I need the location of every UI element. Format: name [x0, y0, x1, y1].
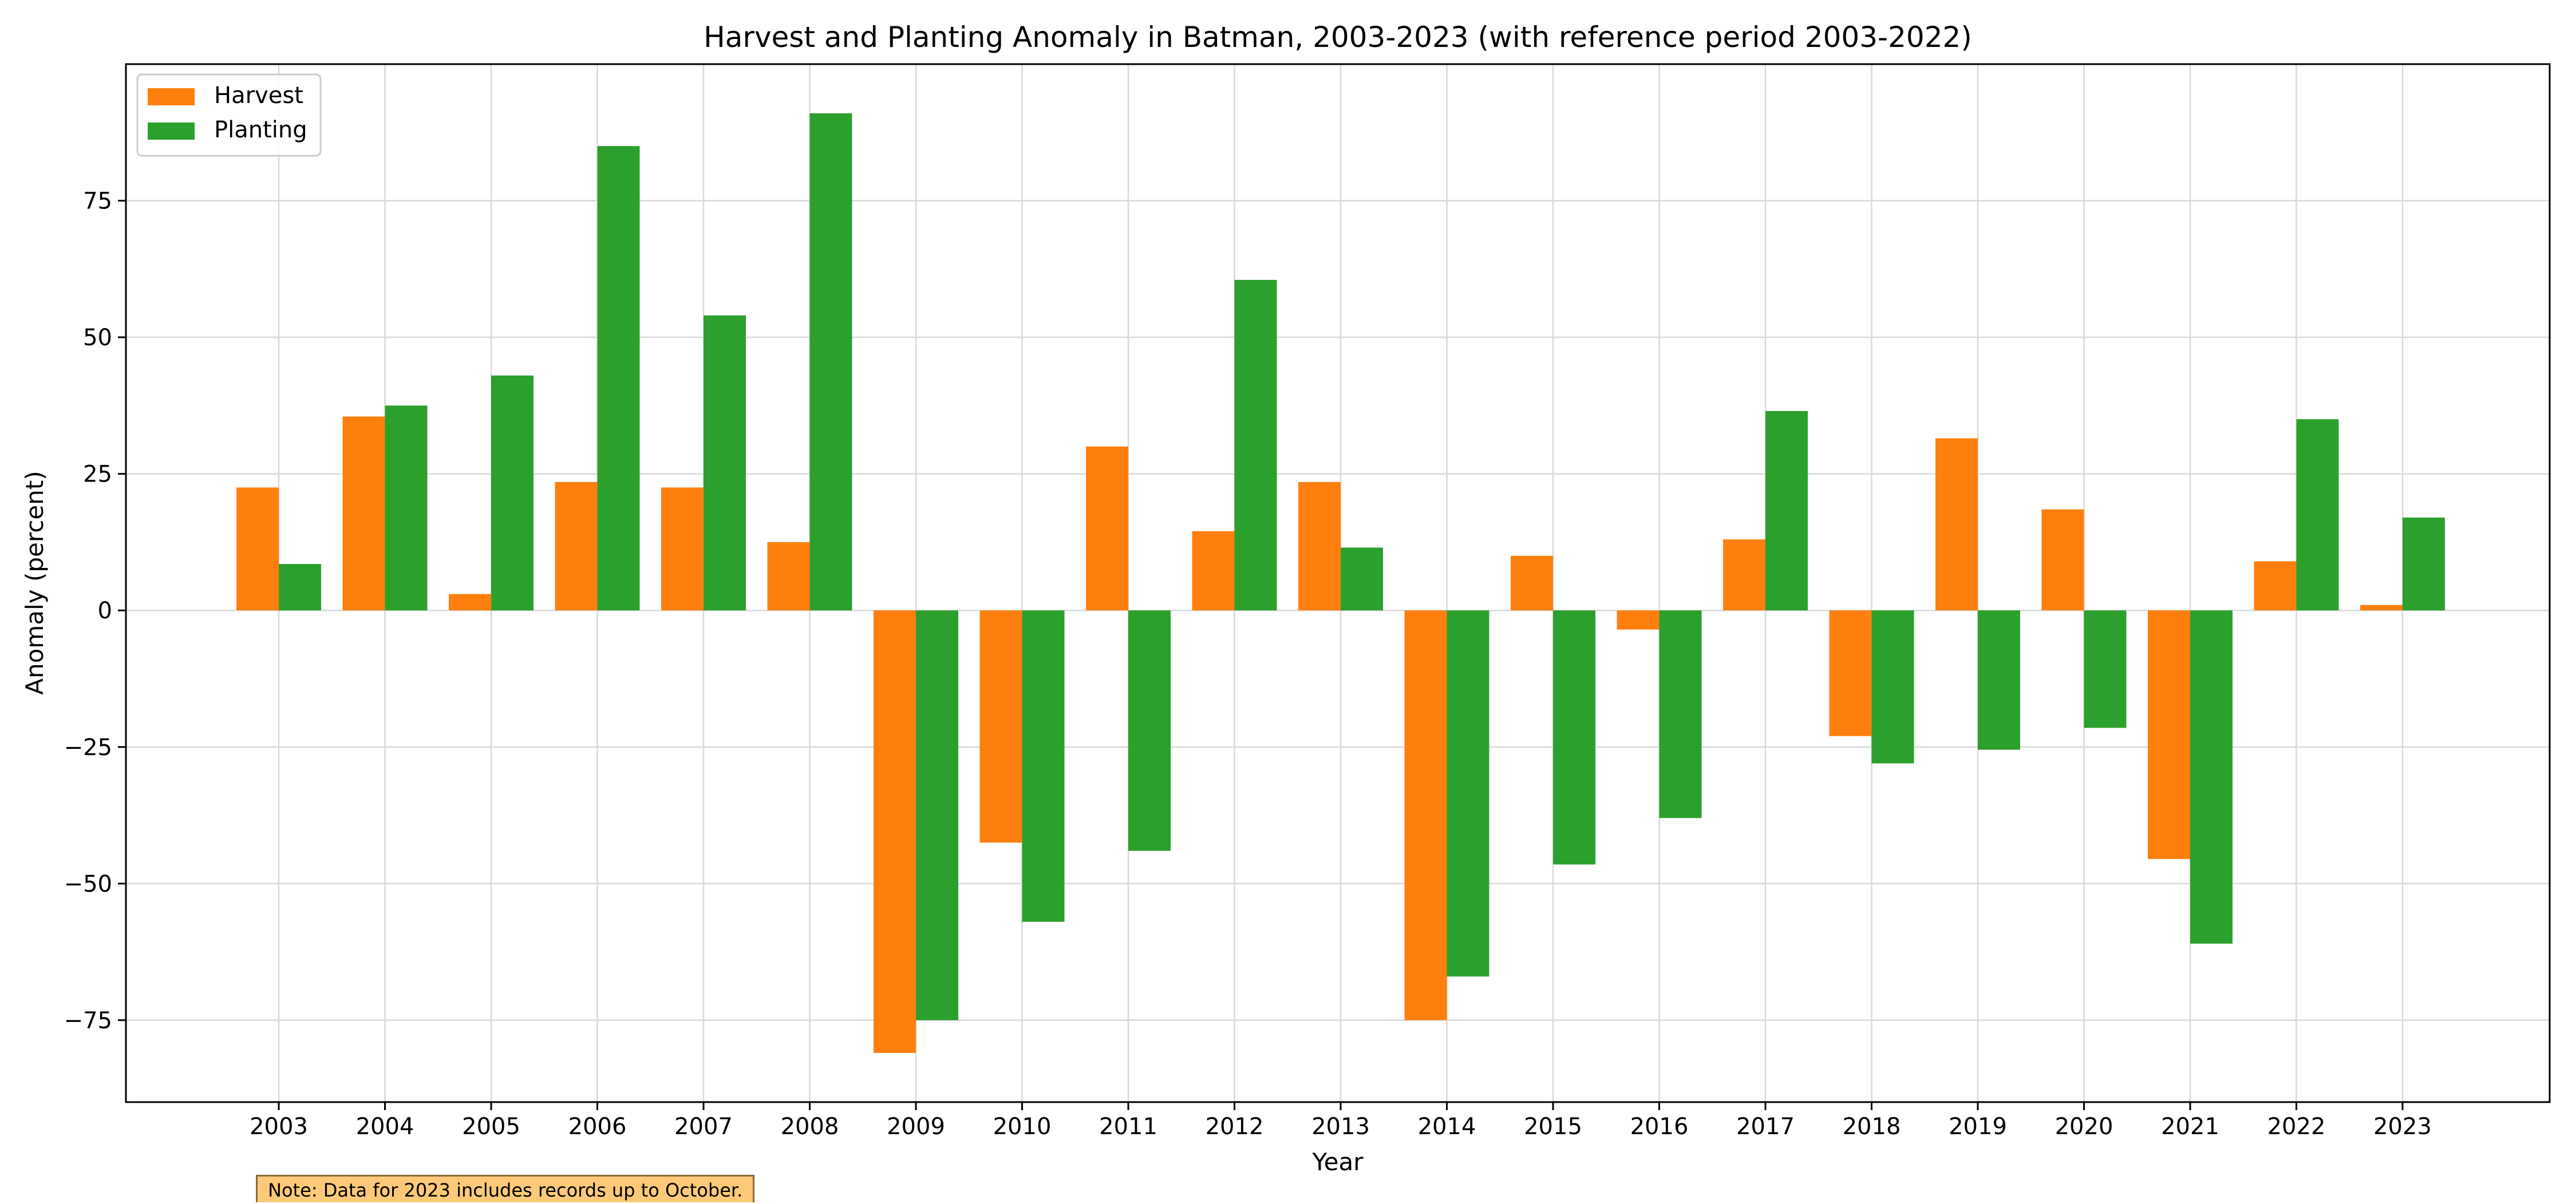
bar-planting-2017	[1765, 410, 1808, 611]
bar-harvest-2005	[449, 594, 491, 611]
x-tick-label: 2007	[674, 1114, 733, 1140]
bar-planting-2006	[597, 146, 640, 611]
x-tick-label: 2010	[993, 1114, 1052, 1140]
bar-planting-2010	[1022, 610, 1065, 922]
bar-harvest-2014	[1404, 610, 1447, 1020]
bar-harvest-2004	[342, 416, 385, 611]
bar-harvest-2023	[2360, 605, 2403, 611]
x-tick-label: 2012	[1206, 1114, 1264, 1140]
legend-label-planting: Planting	[214, 117, 307, 143]
x-tick-label: 2018	[1843, 1114, 1901, 1140]
bar-planting-2022	[2296, 419, 2339, 611]
y-tick-label: 25	[83, 461, 112, 488]
bar-harvest-2006	[555, 481, 598, 611]
bar-harvest-2003	[236, 487, 279, 611]
x-tick-label: 2015	[1524, 1114, 1582, 1140]
x-tick-label: 2023	[2373, 1114, 2432, 1140]
x-tick-label: 2020	[2055, 1114, 2113, 1140]
x-tick-label: 2005	[462, 1114, 520, 1140]
bar-planting-2016	[1659, 610, 1702, 818]
y-axis-label: Anomaly (percent)	[21, 471, 49, 694]
bar-harvest-2019	[1935, 438, 1978, 611]
y-tick-label: −50	[64, 871, 112, 897]
plot-area-frame	[125, 63, 2551, 1103]
bar-harvest-2008	[767, 542, 810, 611]
x-tick-label: 2004	[356, 1114, 414, 1140]
bar-harvest-2012	[1192, 531, 1235, 611]
x-tick-label: 2013	[1311, 1114, 1370, 1140]
bar-harvest-2016	[1617, 610, 1660, 630]
x-tick-label: 2022	[2267, 1114, 2326, 1140]
bar-planting-2020	[2084, 610, 2127, 728]
x-tick-label: 2021	[2161, 1114, 2219, 1140]
bar-planting-2003	[279, 564, 321, 611]
bar-harvest-2020	[2041, 509, 2084, 611]
x-tick-label: 2017	[1736, 1114, 1795, 1140]
bar-planting-2007	[704, 315, 746, 611]
legend-label-harvest: Harvest	[214, 82, 303, 109]
bar-planting-2018	[1871, 610, 1914, 764]
bar-planting-2004	[385, 405, 428, 611]
bar-planting-2019	[1978, 610, 2020, 750]
x-axis: 2003 2004 2005 2006 2007 2008 2009 2010 2011 2012…	[250, 1102, 2432, 1140]
x-tick-label: 2009	[887, 1114, 945, 1140]
bar-planting-2015	[1553, 610, 1595, 864]
legend: Harvest Planting	[136, 73, 322, 157]
bar-harvest-2010	[979, 610, 1022, 843]
bar-harvest-2017	[1723, 539, 1765, 611]
bar-planting-2013	[1341, 547, 1383, 611]
x-tick-label: 2008	[781, 1114, 839, 1140]
bar-planting-2021	[2190, 610, 2233, 944]
note-box: Note: Data for 2023 includes records up …	[256, 1175, 755, 1202]
y-tick-label: 50	[83, 325, 112, 351]
x-tick-label: 2019	[1949, 1114, 2007, 1140]
bar-planting-2012	[1234, 279, 1277, 611]
y-tick-label: 0	[98, 598, 112, 624]
y-tick-label: −25	[64, 735, 112, 761]
bar-harvest-2021	[2148, 610, 2190, 859]
x-axis-label: Year	[1312, 1148, 1364, 1176]
x-tick-label: 2011	[1099, 1114, 1157, 1140]
bar-planting-2005	[491, 375, 534, 611]
x-tick-label: 2014	[1418, 1114, 1476, 1140]
x-tick-label: 2016	[1630, 1114, 1689, 1140]
bar-planting-2014	[1447, 610, 1490, 977]
bar-planting-2023	[2403, 517, 2445, 611]
bar-planting-2009	[916, 610, 958, 1020]
y-tick-label: −75	[64, 1008, 112, 1034]
bar-harvest-2007	[661, 487, 704, 611]
bar-planting-2008	[809, 113, 852, 611]
x-tick-label: 2006	[568, 1114, 627, 1140]
bar-harvest-2018	[1829, 610, 1872, 736]
bar-planting-2011	[1128, 610, 1171, 851]
bar-harvest-2009	[874, 610, 916, 1053]
chart-title: Harvest and Planting Anomaly in Batman, …	[704, 21, 1972, 54]
bar-harvest-2015	[1511, 555, 1553, 611]
bar-harvest-2011	[1086, 446, 1128, 611]
bar-harvest-2022	[2254, 561, 2297, 611]
y-tick-label: 75	[83, 188, 112, 215]
bar-harvest-2013	[1298, 481, 1341, 611]
y-axis: −75 −50 −25 0 25 50 75	[64, 188, 126, 1034]
bars	[236, 113, 2445, 1053]
x-tick-label: 2003	[250, 1114, 308, 1140]
legend-swatch-harvest	[148, 88, 195, 105]
legend-swatch-planting	[148, 123, 195, 140]
